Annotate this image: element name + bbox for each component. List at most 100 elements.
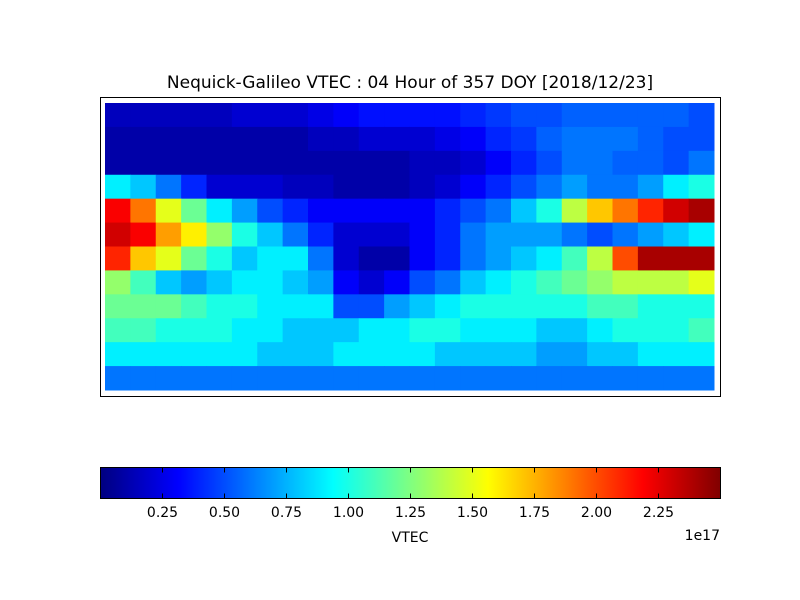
colorbar-tick-label: 1.00 bbox=[333, 505, 364, 521]
heatmap-cell bbox=[181, 198, 207, 224]
heatmap-cell bbox=[130, 174, 157, 200]
heatmap-cell bbox=[485, 342, 512, 367]
heatmap-cell bbox=[434, 150, 461, 176]
heatmap-cell bbox=[409, 174, 436, 200]
heatmap-cell bbox=[155, 103, 182, 128]
heatmap-cell bbox=[561, 103, 588, 128]
heatmap-cell bbox=[612, 222, 639, 247]
heatmap-cell bbox=[637, 174, 664, 200]
heatmap-cell bbox=[637, 150, 664, 176]
heatmap-cell bbox=[181, 294, 207, 319]
heatmap-cell bbox=[612, 270, 639, 295]
heatmap-cell bbox=[282, 126, 309, 152]
heatmap-cell bbox=[257, 366, 284, 391]
heatmap-cell bbox=[358, 174, 385, 200]
heatmap-cell bbox=[105, 366, 131, 391]
heatmap-cell bbox=[434, 342, 461, 367]
heatmap-cell bbox=[536, 126, 563, 152]
heatmap-cell bbox=[587, 174, 613, 200]
heatmap-cell bbox=[333, 318, 360, 343]
heatmap-cell bbox=[282, 246, 309, 271]
heatmap-cell bbox=[434, 366, 461, 391]
heatmap-cell bbox=[460, 150, 487, 176]
heatmap-cell bbox=[587, 150, 613, 176]
heatmap-cell bbox=[105, 103, 131, 128]
heatmap-cell bbox=[663, 126, 690, 152]
heatmap-cell bbox=[485, 198, 512, 224]
heatmap-cell bbox=[637, 318, 664, 343]
heatmap-cell bbox=[663, 198, 690, 224]
heatmap-cell bbox=[612, 246, 639, 271]
heatmap-cell bbox=[688, 318, 715, 343]
heatmap-cell bbox=[257, 126, 284, 152]
heatmap-cell bbox=[511, 222, 537, 247]
heatmap-cell bbox=[561, 246, 588, 271]
heatmap-cell bbox=[663, 270, 690, 295]
heatmap-cell bbox=[688, 174, 715, 200]
heatmap-cell bbox=[409, 222, 436, 247]
heatmap-cell bbox=[688, 246, 715, 271]
heatmap-cell bbox=[206, 103, 233, 128]
heatmap-cell bbox=[587, 198, 613, 224]
heatmap-cell bbox=[409, 246, 436, 271]
heatmap-cell bbox=[130, 103, 157, 128]
heatmap-cell bbox=[155, 150, 182, 176]
heatmap-cell bbox=[485, 174, 512, 200]
heatmap-cell bbox=[105, 174, 131, 200]
heatmap-cell bbox=[257, 270, 284, 295]
heatmap-cell bbox=[181, 150, 207, 176]
heatmap-cell bbox=[105, 150, 131, 176]
heatmap-cell bbox=[587, 270, 613, 295]
heatmap-cell bbox=[663, 150, 690, 176]
colorbar-tick-label: 2.00 bbox=[581, 505, 612, 521]
heatmap-cell bbox=[409, 150, 436, 176]
heatmap-cell bbox=[282, 198, 309, 224]
heatmap-cell bbox=[155, 126, 182, 152]
heatmap-cell bbox=[282, 270, 309, 295]
heatmap-cell bbox=[409, 366, 436, 391]
heatmap-cell bbox=[130, 294, 157, 319]
heatmap-cell bbox=[333, 270, 360, 295]
heatmap-cell bbox=[308, 198, 334, 224]
heatmap-cell bbox=[460, 270, 487, 295]
heatmap-cell bbox=[384, 222, 410, 247]
heatmap-cell bbox=[688, 294, 715, 319]
heatmap-cell bbox=[485, 222, 512, 247]
heatmap-cell bbox=[663, 366, 690, 391]
heatmap-cell bbox=[561, 174, 588, 200]
heatmap-cell bbox=[206, 174, 233, 200]
heatmap-cell bbox=[536, 342, 563, 367]
colorbar-tick-label: 1.25 bbox=[395, 505, 426, 521]
heatmap-cell bbox=[282, 174, 309, 200]
heatmap-cell bbox=[434, 222, 461, 247]
heatmap-cell bbox=[105, 222, 131, 247]
heatmap-cell bbox=[231, 342, 258, 367]
heatmap-cell bbox=[358, 342, 385, 367]
heatmap-cell bbox=[130, 270, 157, 295]
heatmap-cell bbox=[409, 294, 436, 319]
heatmap-cell bbox=[587, 318, 613, 343]
heatmap-cell bbox=[663, 294, 690, 319]
heatmap-cell bbox=[105, 246, 131, 271]
heatmap-cell bbox=[409, 342, 436, 367]
heatmap-cell bbox=[358, 150, 385, 176]
heatmap-cell bbox=[637, 103, 664, 128]
heatmap-cell bbox=[688, 103, 715, 128]
heatmap-cell bbox=[688, 150, 715, 176]
heatmap-cell bbox=[536, 366, 563, 391]
heatmap-cell bbox=[282, 222, 309, 247]
heatmap-cell bbox=[561, 150, 588, 176]
heatmap-cell bbox=[231, 366, 258, 391]
heatmap-cell bbox=[434, 246, 461, 271]
heatmap-cell bbox=[561, 270, 588, 295]
heatmap-cell bbox=[257, 222, 284, 247]
heatmap-cell bbox=[105, 342, 131, 367]
heatmap-cell bbox=[206, 150, 233, 176]
heatmap-cell bbox=[282, 150, 309, 176]
heatmap-cell bbox=[206, 246, 233, 271]
heatmap-cell bbox=[663, 103, 690, 128]
heatmap-cell bbox=[105, 294, 131, 319]
heatmap-cell bbox=[308, 366, 334, 391]
heatmap-cell bbox=[561, 318, 588, 343]
heatmap-cell bbox=[358, 222, 385, 247]
